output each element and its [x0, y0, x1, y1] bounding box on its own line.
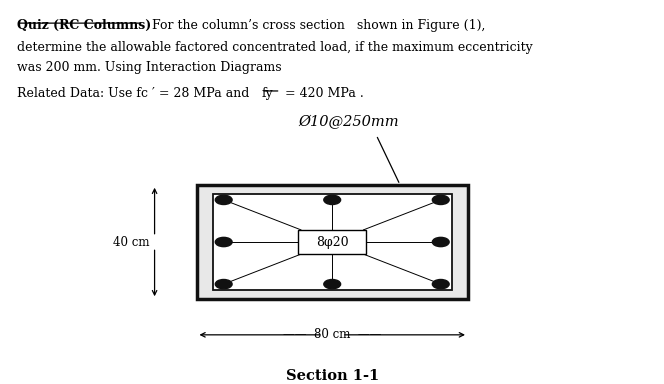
Bar — [298, 230, 366, 254]
Text: Ø10@250mm: Ø10@250mm — [298, 116, 398, 129]
Text: For the column’s cross section   shown in Figure (1),: For the column’s cross section shown in … — [143, 19, 485, 32]
Circle shape — [432, 195, 449, 205]
Text: fy: fy — [261, 88, 273, 100]
Text: 40 cm: 40 cm — [113, 235, 149, 248]
Circle shape — [215, 280, 232, 289]
Circle shape — [215, 237, 232, 247]
Circle shape — [215, 195, 232, 205]
Text: determine the allowable factored concentrated load, if the maximum eccentricity: determine the allowable factored concent… — [17, 41, 533, 54]
Text: = 420 MPa .: = 420 MPa . — [281, 88, 363, 100]
Circle shape — [324, 195, 341, 205]
Text: Quiz (RC Columns): Quiz (RC Columns) — [17, 19, 151, 32]
Text: Section 1-1: Section 1-1 — [286, 369, 379, 383]
Text: 8φ20: 8φ20 — [316, 235, 349, 248]
Text: Related Data: Use fc ′ = 28 MPa and: Related Data: Use fc ′ = 28 MPa and — [17, 88, 258, 100]
Text: ——  80 cm  ——: —— 80 cm —— — [283, 328, 381, 341]
Circle shape — [324, 280, 341, 289]
Bar — [212, 194, 452, 290]
Circle shape — [432, 280, 449, 289]
Bar — [197, 185, 468, 299]
Circle shape — [432, 237, 449, 247]
Text: was 200 mm. Using Interaction Diagrams: was 200 mm. Using Interaction Diagrams — [17, 61, 282, 74]
